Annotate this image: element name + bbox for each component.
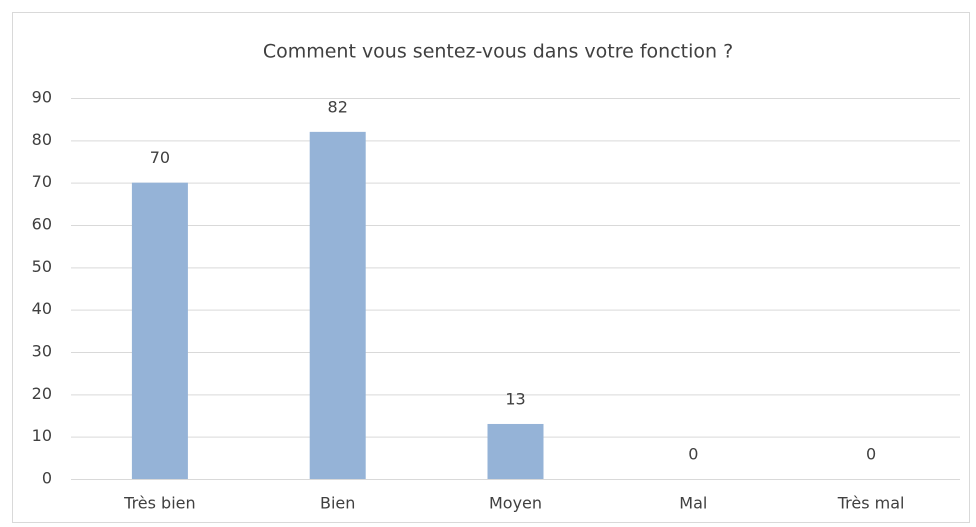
data-label: 0 <box>866 445 876 464</box>
data-label: 13 <box>505 389 525 408</box>
y-tick-label: 70 <box>32 172 52 191</box>
y-tick-label: 60 <box>32 215 52 234</box>
bar <box>309 131 366 479</box>
data-label: 70 <box>150 148 170 167</box>
x-tick-label: Très mal <box>837 494 905 513</box>
x-tick-label: Très bien <box>123 494 196 513</box>
chart-title: Comment vous sentez-vous dans votre fonc… <box>263 41 733 63</box>
bar <box>131 182 188 479</box>
y-tick-label: 0 <box>42 469 52 488</box>
y-tick-label: 90 <box>32 88 52 107</box>
y-tick-label: 40 <box>32 299 52 318</box>
x-tick-label: Bien <box>320 494 355 513</box>
x-tick-label: Moyen <box>489 494 542 513</box>
bar <box>487 423 544 479</box>
y-tick-label: 80 <box>32 130 52 149</box>
y-tick-label: 20 <box>32 384 52 403</box>
data-label: 82 <box>328 97 348 116</box>
x-tick-label: Mal <box>679 494 707 513</box>
data-label: 0 <box>688 445 698 464</box>
y-tick-label: 30 <box>32 342 52 361</box>
y-tick-label: 50 <box>32 257 52 276</box>
y-tick-label: 10 <box>32 426 52 445</box>
